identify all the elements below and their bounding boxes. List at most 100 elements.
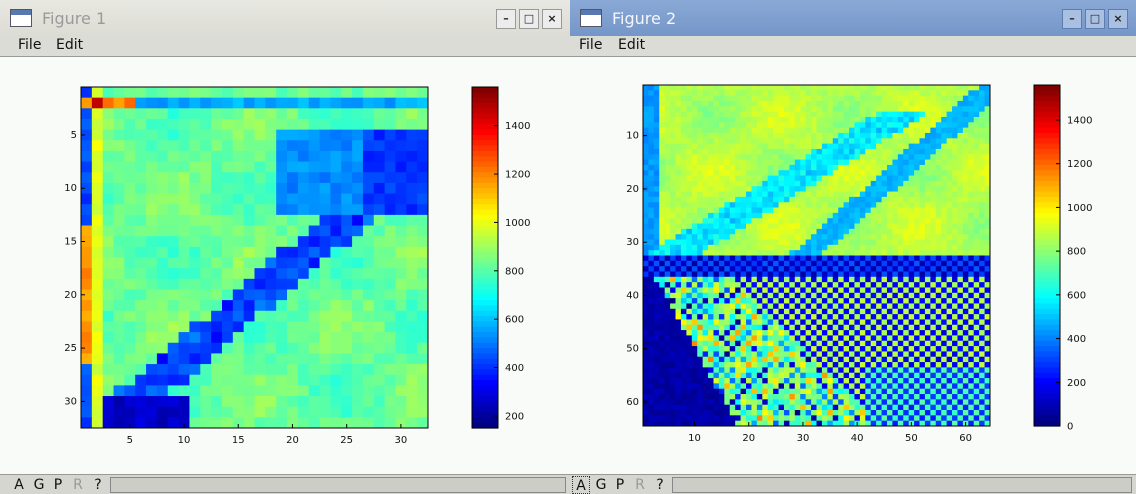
heatmap-cell — [930, 90, 937, 97]
menu-file[interactable]: File — [18, 37, 42, 53]
heatmap-cell — [254, 278, 266, 290]
heatmap-cell — [762, 127, 769, 134]
heatmap-cell — [979, 202, 985, 208]
heatmap-cell — [751, 372, 758, 379]
heatmap-cell — [892, 383, 899, 390]
menu-file[interactable]: File — [579, 37, 603, 53]
heatmap-cell — [718, 164, 725, 171]
heatmap-cell — [843, 106, 850, 113]
heatmap-cell — [849, 154, 855, 160]
heatmap-cell — [783, 351, 790, 358]
heatmap-cell — [691, 196, 698, 203]
tool-a-button[interactable]: A — [14, 477, 24, 493]
heatmap-cell — [395, 374, 407, 386]
heatmap-cell — [783, 100, 790, 107]
heatmap-cell — [664, 116, 671, 123]
minimize-button[interactable]: – — [496, 9, 516, 29]
heatmap-cell — [783, 367, 790, 374]
heatmap-cell — [773, 314, 779, 320]
heatmap-cell — [935, 116, 942, 123]
heatmap-cell — [232, 150, 245, 162]
heatmap-cell — [876, 191, 882, 198]
heatmap-cell — [691, 122, 698, 129]
heatmap-cell — [740, 303, 747, 310]
menu-edit[interactable]: Edit — [618, 37, 646, 53]
heatmap-cell — [919, 319, 926, 326]
heatmap-cell — [189, 118, 201, 131]
heatmap-cell — [941, 308, 948, 315]
help-button[interactable]: ? — [94, 477, 102, 493]
heatmap-cell — [675, 223, 682, 230]
heatmap-cell — [946, 132, 953, 139]
heatmap-cell — [843, 271, 850, 278]
maximize-button[interactable]: □ — [519, 9, 539, 29]
heatmap-cell — [702, 85, 709, 91]
heatmap-cell — [832, 138, 839, 145]
heatmap-cell — [886, 95, 893, 102]
heatmap-cell — [897, 159, 904, 166]
tool-g-button[interactable]: G — [33, 477, 45, 493]
heatmap-cell — [968, 90, 975, 97]
heatmap-cell — [800, 399, 807, 406]
heatmap-cell — [859, 85, 866, 91]
heatmap-cell — [146, 257, 158, 269]
heatmap-cell — [979, 255, 985, 262]
heatmap-cell — [962, 239, 969, 246]
heatmap-cell — [800, 191, 807, 198]
close-button[interactable]: × — [542, 9, 562, 29]
heatmap-cell — [751, 335, 758, 342]
heatmap-cell — [903, 143, 910, 150]
heatmap-cell — [189, 278, 201, 290]
heatmap-cell — [897, 276, 904, 283]
heatmap-cell — [664, 154, 671, 160]
heatmap-cell — [794, 90, 801, 97]
heatmap-cell — [167, 321, 179, 333]
heatmap-cell — [849, 228, 855, 235]
maximize-button[interactable]: □ — [1085, 9, 1105, 29]
heatmap-cell — [903, 351, 910, 358]
close-button[interactable]: × — [1108, 9, 1128, 29]
heatmap-cell — [740, 340, 747, 347]
titlebar[interactable]: Figure 1 – □ × — [0, 0, 570, 36]
heatmap-cell — [778, 260, 785, 267]
heatmap-cell — [838, 308, 845, 315]
heatmap-cell — [908, 314, 915, 320]
heatmap-cell — [930, 308, 937, 315]
heatmap-cell — [297, 161, 310, 173]
heatmap-cell — [767, 148, 774, 155]
colorbar-frame — [471, 86, 499, 429]
titlebar[interactable]: Figure 2 – □ × — [570, 0, 1136, 36]
tool-r-button[interactable]: R — [73, 477, 83, 493]
heatmap-cell — [843, 228, 850, 235]
heatmap-cell — [870, 266, 877, 272]
heatmap-cell — [648, 266, 655, 272]
heatmap-cell — [952, 255, 958, 262]
heatmap-cell — [221, 364, 234, 376]
heatmap-cell — [243, 321, 255, 333]
heatmap-cell — [805, 111, 812, 118]
heatmap-cell — [670, 159, 676, 166]
heatmap-cell — [908, 378, 915, 384]
minimize-button[interactable]: – — [1062, 9, 1082, 29]
heatmap-cell — [767, 196, 774, 203]
heatmap-cell — [200, 118, 212, 131]
heatmap-cell — [680, 244, 687, 251]
heatmap-cell — [876, 351, 882, 358]
heatmap-cell — [816, 191, 823, 198]
heatmap-cell — [827, 159, 834, 166]
heatmap-cell — [211, 225, 223, 237]
heatmap-cell — [897, 207, 904, 214]
menu-edit[interactable]: Edit — [56, 37, 84, 53]
heatmap-cell — [962, 111, 969, 118]
heatmap-cell — [800, 116, 807, 123]
heatmap-cell — [838, 324, 845, 331]
heatmap-cell — [686, 116, 693, 123]
heatmap-cell — [680, 308, 687, 315]
tool-p-button[interactable]: P — [53, 477, 63, 493]
heatmap-cell — [789, 100, 796, 107]
heatmap-cell — [352, 246, 364, 258]
heatmap-cell — [794, 175, 801, 182]
heatmap-cell — [708, 143, 714, 150]
heatmap-cell — [805, 276, 812, 283]
heatmap-cell — [200, 385, 212, 397]
